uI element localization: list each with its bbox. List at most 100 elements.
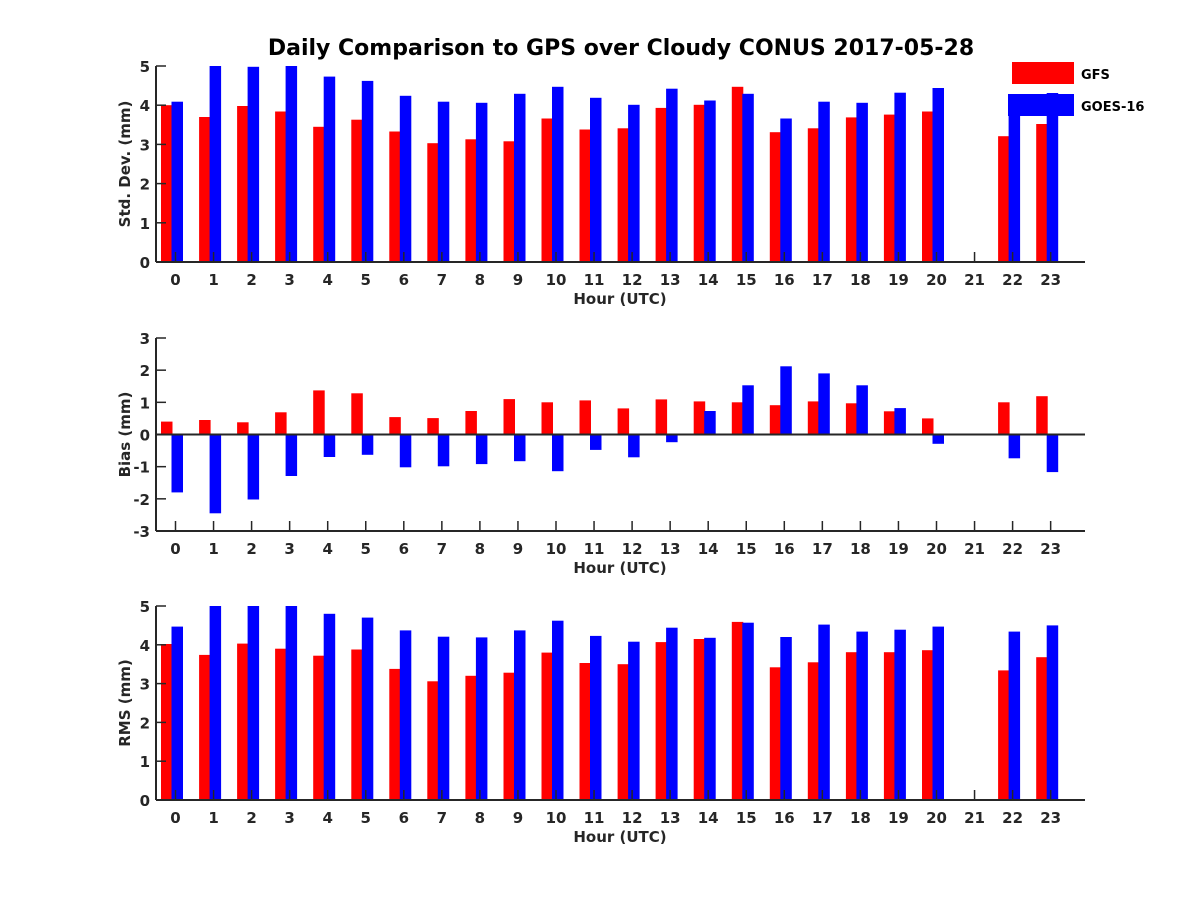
bar-rms-goes16-2 [247,606,260,800]
xtick-label-stddev: 12 [622,271,643,289]
bar-bias-gfs-12 [617,408,630,435]
ylabel-rms: RMS (mm) [116,659,134,746]
bar-stddev-gfs-3 [275,111,287,262]
xtick-label-bias: 14 [698,540,719,558]
ytick-label-rms: 1 [140,753,150,771]
bar-stddev-goes16-20 [932,88,944,262]
bar-bias-gfs-4 [313,390,325,435]
ytick-label-bias: 1 [140,394,150,412]
xtick-label-rms: 12 [622,809,643,827]
bar-bias-goes16-23 [1046,434,1059,473]
bar-bias-goes16-22 [1008,434,1021,459]
bar-stddev-gfs-17 [807,128,820,262]
bar-bias-gfs-15 [731,402,744,435]
bar-rms-gfs-14 [693,639,706,800]
bar-rms-goes16-12 [628,641,640,800]
bar-bias-goes16-17 [818,373,830,435]
ylabel-bias: Bias (mm) [116,392,134,478]
bar-rms-goes16-15 [742,622,754,800]
bar-bias-gfs-1 [199,420,211,435]
xtick-label-stddev: 4 [322,271,332,289]
xtick-label-rms: 16 [774,809,795,827]
bar-stddev-gfs-23 [1036,124,1048,262]
xtick-label-bias: 8 [475,540,485,558]
xtick-label-rms: 13 [660,809,681,827]
bar-stddev-goes16-6 [399,95,412,262]
xtick-label-rms: 21 [964,809,985,827]
xtick-label-rms: 17 [812,809,833,827]
bar-stddev-goes16-5 [361,80,374,263]
xtick-label-stddev: 19 [888,271,909,289]
xtick-label-rms: 0 [170,809,180,827]
xtick-label-stddev: 3 [284,271,294,289]
bar-rms-gfs-5 [351,649,363,800]
xtick-label-rms: 20 [926,809,947,827]
bar-stddev-goes16-1 [209,66,222,262]
bar-rms-goes16-14 [704,637,716,800]
xtick-label-bias: 12 [622,540,643,558]
bar-stddev-goes16-0 [171,101,183,262]
ytick-label-bias: -1 [133,459,150,477]
bar-bias-gfs-17 [807,401,820,435]
bar-bias-gfs-6 [389,417,401,435]
ytick-label-bias: -2 [133,491,150,509]
bar-rms-gfs-3 [275,648,287,800]
xtick-label-stddev: 14 [698,271,719,289]
xtick-label-bias: 5 [361,540,371,558]
xtick-label-bias: 3 [284,540,294,558]
bar-stddev-goes16-11 [590,97,602,262]
ytick-label-rms: 0 [140,792,150,810]
bar-bias-goes16-15 [742,385,754,435]
xlabel-stddev: Hour (UTC) [573,290,666,308]
bar-rms-gfs-18 [845,652,858,800]
bars-stddev [161,66,1059,263]
bar-rms-gfs-19 [883,652,896,800]
ytick-label-rms: 4 [140,637,150,655]
xlabel-rms: Hour (UTC) [573,828,666,846]
bar-rms-gfs-11 [579,663,591,800]
xtick-label-stddev: 23 [1040,271,1061,289]
legend-swatch-gfs [1012,62,1074,84]
bar-stddev-goes16-23 [1046,93,1059,262]
xtick-label-bias: 20 [926,540,947,558]
xtick-label-rms: 18 [850,809,871,827]
xtick-label-stddev: 20 [926,271,947,289]
bar-stddev-goes16-8 [475,102,488,262]
xtick-label-bias: 11 [584,540,605,558]
xtick-label-bias: 18 [850,540,871,558]
ytick-label-stddev: 4 [140,97,150,115]
xtick-label-stddev: 0 [170,271,180,289]
bar-stddev-gfs-13 [655,107,668,263]
xtick-label-bias: 0 [170,540,180,558]
xtick-label-rms: 22 [1002,809,1023,827]
xtick-label-stddev: 15 [736,271,757,289]
xtick-label-rms: 8 [475,809,485,827]
bar-bias-goes16-10 [552,434,564,472]
xtick-label-rms: 11 [584,809,605,827]
bar-stddev-gfs-8 [465,139,477,262]
legend-swatch-goes16 [1008,94,1074,116]
xtick-label-stddev: 1 [208,271,218,289]
bar-bias-goes16-19 [894,408,906,435]
xtick-label-stddev: 5 [361,271,371,289]
bar-stddev-gfs-11 [579,129,591,262]
bar-bias-goes16-3 [285,434,298,476]
bars-rms [161,606,1059,800]
legend-label-goes16: GOES-16 [1081,100,1144,115]
bar-stddev-goes16-15 [742,93,754,262]
bar-stddev-gfs-22 [998,136,1010,262]
bar-bias-gfs-8 [465,411,477,435]
bar-stddev-gfs-19 [883,114,896,262]
bar-rms-gfs-16 [769,667,782,800]
bar-bias-goes16-7 [437,434,450,467]
xtick-label-stddev: 11 [584,271,605,289]
xtick-label-bias: 7 [437,540,447,558]
xtick-label-stddev: 21 [964,271,985,289]
bar-stddev-gfs-0 [161,105,173,262]
ytick-label-stddev: 0 [140,254,150,272]
bar-rms-goes16-18 [856,631,868,800]
bar-bias-gfs-13 [655,399,668,435]
bar-stddev-goes16-7 [437,101,450,262]
